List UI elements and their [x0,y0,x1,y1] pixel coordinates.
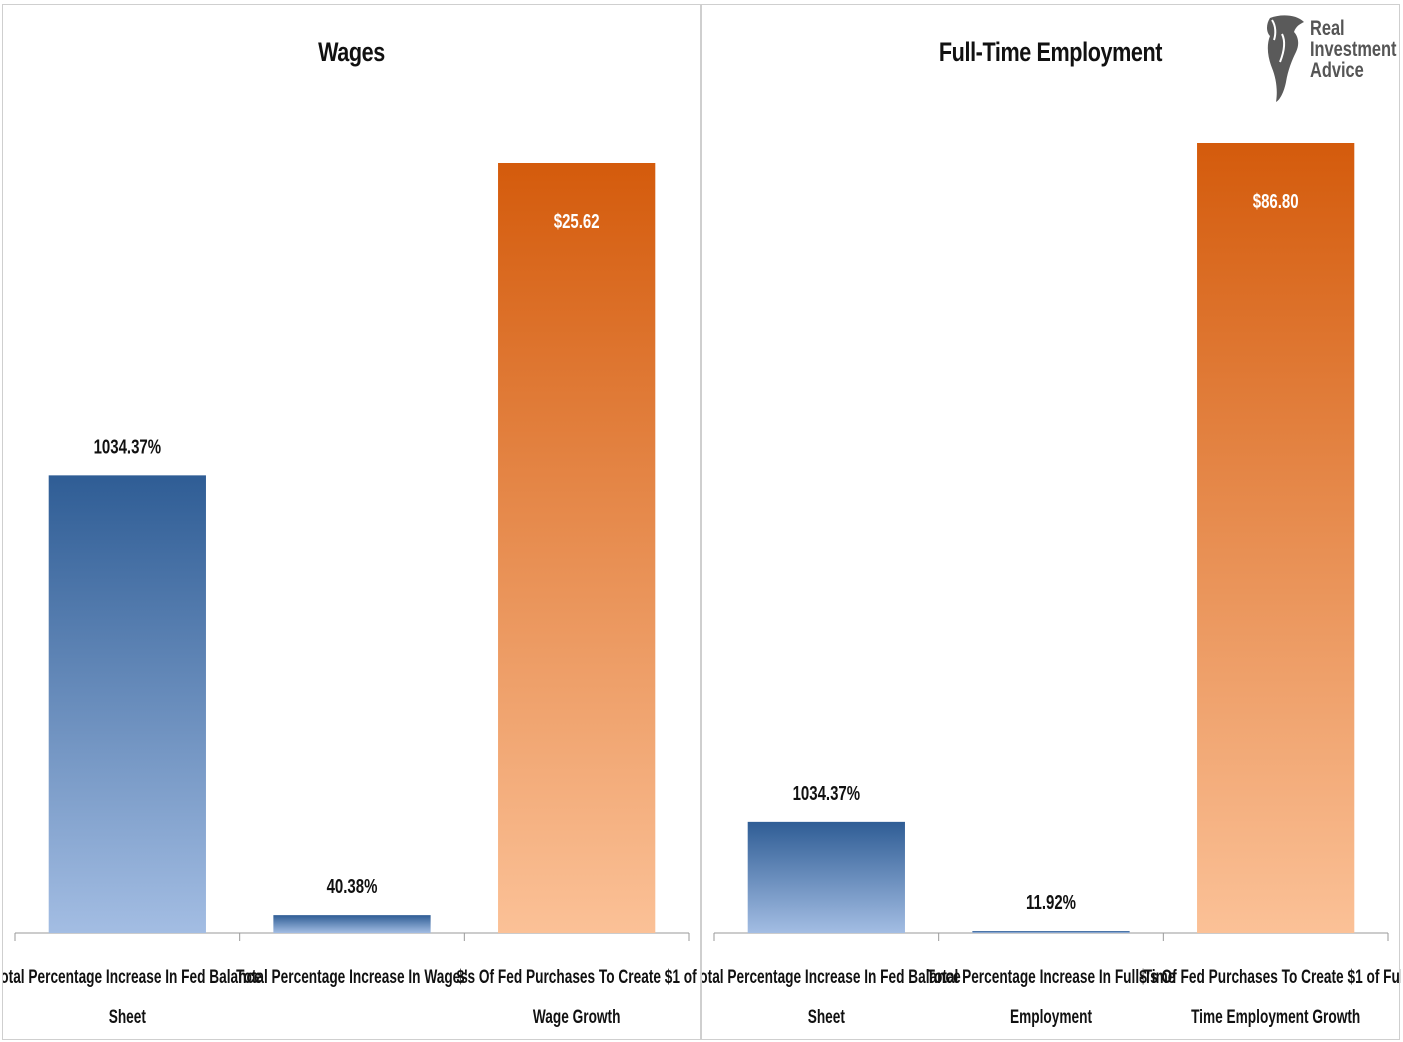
category-label: Sheet [808,1006,846,1028]
logo-line: Advice [1310,59,1364,82]
chart-panel-wages: Wages 1034.37% Total Percentage Increase … [2,4,701,1040]
category-label: $'s Of Fed Purchases To Create $1 of [457,966,697,988]
chart-panel-full-time-employment: Full-Time Employment 1034.37% Total Perce… [701,4,1401,1040]
bar [498,163,656,933]
category-label: Wage Growth [533,1006,621,1028]
data-label: 11.92% [1026,891,1076,914]
logo-wordmark: Real Investment Advice [1310,18,1396,81]
bull-head-icon [1267,15,1304,103]
bar [1197,143,1355,933]
bar [972,931,1130,933]
logo-line: Investment [1310,38,1397,61]
chart-title: Wages [318,37,385,67]
data-label: $86.80 [1253,190,1299,213]
category-label: $'s Of Fed Purchases To Create $1 of Ful… [1139,966,1401,988]
bar-chart-full-time-employment: 1034.37% Total Percentage Increase In Fed… [702,143,1401,1028]
bar [273,915,431,933]
brand-logo: Real Investment Advice [1262,12,1396,104]
bar-chart-wages: 1034.37% Total Percentage Increase In Fed… [3,163,697,1028]
category-label: Sheet [109,1006,147,1028]
category-label: Total Percentage Increase In Fed Balance [3,966,262,988]
logo-line: Real [1310,17,1345,40]
category-label: Time Employment Growth [1191,1006,1360,1028]
category-label: Total Percentage Increase In Full-Time [927,966,1176,988]
chart-title: Full-Time Employment [938,37,1163,67]
data-label: 40.38% [327,875,378,898]
bar [747,821,905,933]
bar [48,475,206,933]
data-label: $25.62 [554,210,600,233]
category-label: Employment [1010,1006,1092,1028]
category-label: Total Percentage Increase In Fed Balance [702,966,961,988]
data-label: 1034.37% [793,782,861,805]
data-label: 1034.37% [94,435,162,458]
category-label: Total Percentage Increase In Wages [236,966,468,988]
